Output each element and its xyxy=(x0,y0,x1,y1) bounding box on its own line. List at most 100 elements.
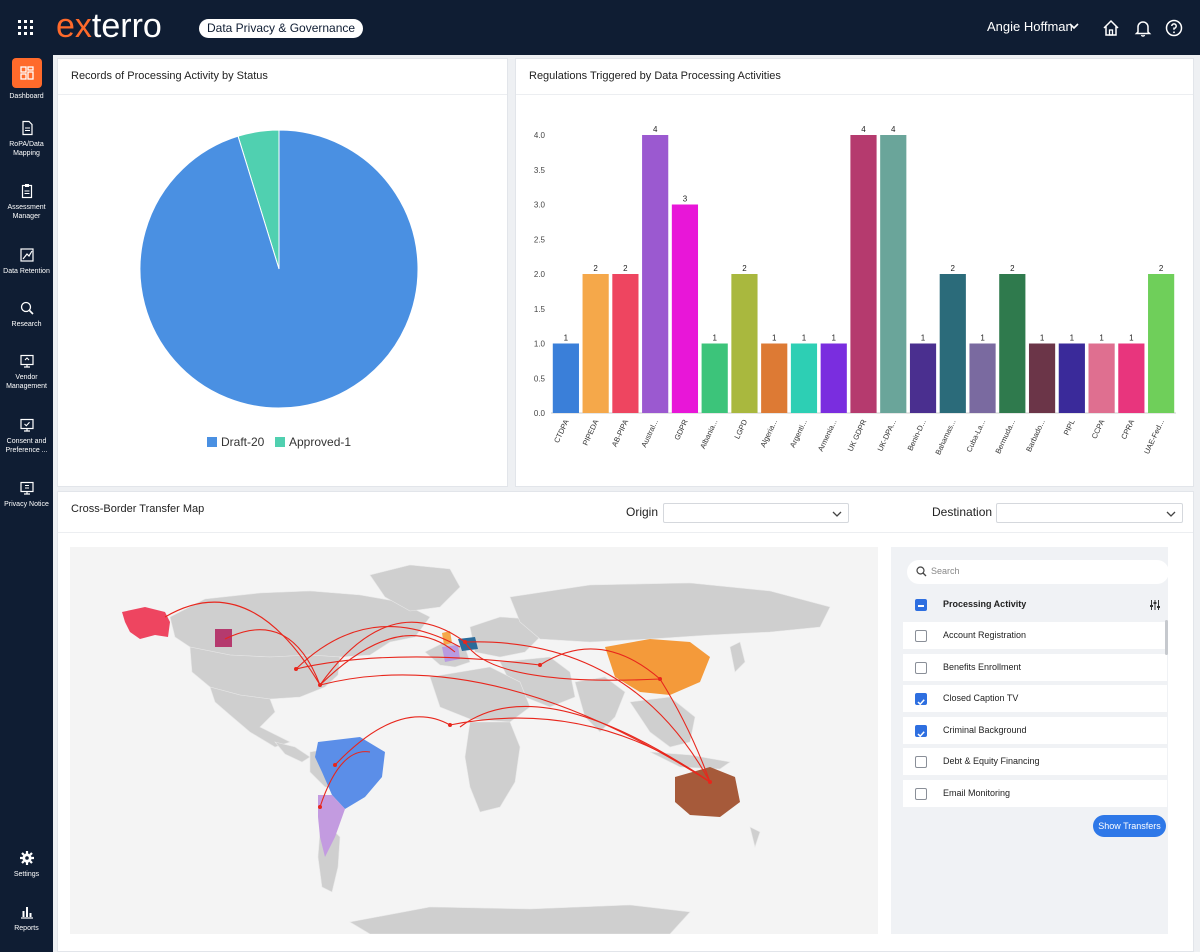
consent-icon xyxy=(19,418,34,432)
origin-select[interactable] xyxy=(663,503,849,523)
sidebar-item-assessment-manager[interactable]: Assessment Manager xyxy=(0,183,53,221)
checkbox[interactable] xyxy=(915,662,927,674)
bar[interactable] xyxy=(820,343,847,414)
pie-slice-draft[interactable] xyxy=(139,129,419,409)
bar[interactable] xyxy=(552,343,579,414)
x-tick-label: PIPEDA xyxy=(581,418,601,447)
transfer-endpoint xyxy=(538,663,542,667)
bar[interactable] xyxy=(1058,343,1085,414)
sidebar-item-dashboard[interactable]: Dashboard xyxy=(0,58,53,101)
sidebar-item-label: Research xyxy=(11,321,42,328)
sidebar-item-settings[interactable]: Settings xyxy=(0,850,53,879)
clipboard-icon xyxy=(21,184,32,199)
bar[interactable] xyxy=(612,274,639,413)
bar-value-label: 2 xyxy=(623,264,628,273)
user-menu-name[interactable]: Angie Hoffman xyxy=(987,19,1073,34)
home-icon[interactable] xyxy=(1101,18,1121,38)
list-item[interactable]: Closed Caption TV xyxy=(903,685,1167,712)
checkbox[interactable] xyxy=(915,788,927,800)
sidebar-item-label: Settings xyxy=(13,871,40,878)
bar[interactable] xyxy=(701,343,728,414)
sidebar-item-label: Vendor Management xyxy=(6,374,47,390)
transfer-endpoint xyxy=(318,805,322,809)
bar[interactable] xyxy=(731,274,758,413)
retention-icon xyxy=(19,248,34,262)
sidebar-item-consent-preference[interactable]: Consent and Preference ... xyxy=(0,417,53,455)
y-tick-label: 1.0 xyxy=(534,340,546,349)
list-item[interactable]: Benefits Enrollment xyxy=(903,654,1167,681)
checkbox[interactable] xyxy=(915,725,927,738)
bell-icon[interactable] xyxy=(1133,18,1153,38)
bar[interactable] xyxy=(1088,343,1115,414)
processing-activity-list: Search Processing Activity Account Regis… xyxy=(891,547,1169,934)
transfer-arc xyxy=(539,648,661,680)
bar[interactable] xyxy=(1148,274,1175,413)
sidebar-item-reports[interactable]: Reports xyxy=(0,904,53,933)
destination-select[interactable] xyxy=(996,503,1183,523)
map-country-brazil xyxy=(315,737,385,809)
apps-grid-icon[interactable] xyxy=(18,20,33,35)
list-item-label: Debt & Equity Financing xyxy=(943,756,1040,766)
sidebar-item-ropa[interactable]: RoPA/Data Mapping xyxy=(0,120,53,158)
chevron-down-icon[interactable] xyxy=(1068,20,1080,32)
bar[interactable] xyxy=(761,343,788,414)
bar[interactable] xyxy=(642,135,669,413)
bar[interactable] xyxy=(909,343,937,414)
sidebar-item-privacy-notice[interactable]: Privacy Notice xyxy=(0,480,53,509)
map-country-japan xyxy=(729,641,746,673)
sidebar-item-research[interactable]: Research xyxy=(0,300,53,329)
select-all-checkbox[interactable] xyxy=(915,599,927,611)
bar-value-label: 4 xyxy=(891,125,896,134)
show-transfers-button[interactable]: Show Transfers xyxy=(1093,815,1166,837)
filter-settings-icon[interactable] xyxy=(1149,599,1161,611)
search-placeholder: Search xyxy=(931,566,960,576)
legend-swatch xyxy=(207,437,217,447)
bar[interactable] xyxy=(969,343,996,414)
map-country-china xyxy=(605,639,710,695)
list-header-row: Processing Activity xyxy=(903,591,1167,618)
bar[interactable] xyxy=(850,135,877,413)
list-item[interactable]: Email Monitoring xyxy=(903,780,1167,807)
bar-value-label: 1 xyxy=(772,334,777,343)
bar[interactable] xyxy=(939,274,966,413)
legend-item-draft[interactable]: Draft-20 xyxy=(207,435,264,449)
bar-value-label: 3 xyxy=(683,195,688,204)
transfer-arc xyxy=(459,705,711,783)
list-item[interactable]: Account Registration xyxy=(903,622,1167,649)
chevron-down-icon xyxy=(1166,511,1176,517)
map-country-canada xyxy=(169,590,431,658)
bar[interactable] xyxy=(999,274,1026,413)
world-map[interactable] xyxy=(70,547,878,935)
x-tick-label: UAE-Fed... xyxy=(1142,418,1166,455)
transfer-endpoint xyxy=(463,640,467,644)
list-scrollbar[interactable] xyxy=(1165,620,1168,655)
product-badge: Data Privacy & Governance xyxy=(199,19,364,38)
panel-title: Regulations Triggered by Data Processing… xyxy=(529,70,781,82)
legend-item-approved[interactable]: Approved-1 xyxy=(275,435,351,449)
bar[interactable] xyxy=(880,135,907,413)
transfer-arc xyxy=(319,621,466,686)
transfer-arc xyxy=(319,751,371,808)
search-input[interactable]: Search xyxy=(907,560,1169,584)
bar[interactable] xyxy=(671,204,699,414)
list-item[interactable]: Debt & Equity Financing xyxy=(903,748,1167,775)
checkbox[interactable] xyxy=(915,756,927,768)
help-icon[interactable] xyxy=(1164,18,1184,38)
bar[interactable] xyxy=(1118,343,1145,414)
x-tick-label: Bermuda... xyxy=(993,418,1017,455)
map-country-india xyxy=(574,676,626,733)
sidebar-item-data-retention[interactable]: Data Retention xyxy=(0,247,53,276)
bar[interactable] xyxy=(790,343,818,414)
bar[interactable] xyxy=(1028,343,1056,414)
list-item[interactable]: Criminal Background xyxy=(903,717,1167,744)
bar-value-label: 2 xyxy=(593,264,598,273)
chevron-down-icon xyxy=(832,511,842,517)
exterro-logo[interactable]: exterro xyxy=(56,7,162,45)
legend-label: Approved-1 xyxy=(289,435,352,449)
bar[interactable] xyxy=(582,274,609,413)
checkbox[interactable] xyxy=(915,693,927,706)
sidebar-item-label: Consent and Preference ... xyxy=(5,438,48,454)
checkbox[interactable] xyxy=(915,630,927,642)
list-item-label: Benefits Enrollment xyxy=(943,662,1022,672)
sidebar-item-vendor-management[interactable]: Vendor Management xyxy=(0,353,53,391)
